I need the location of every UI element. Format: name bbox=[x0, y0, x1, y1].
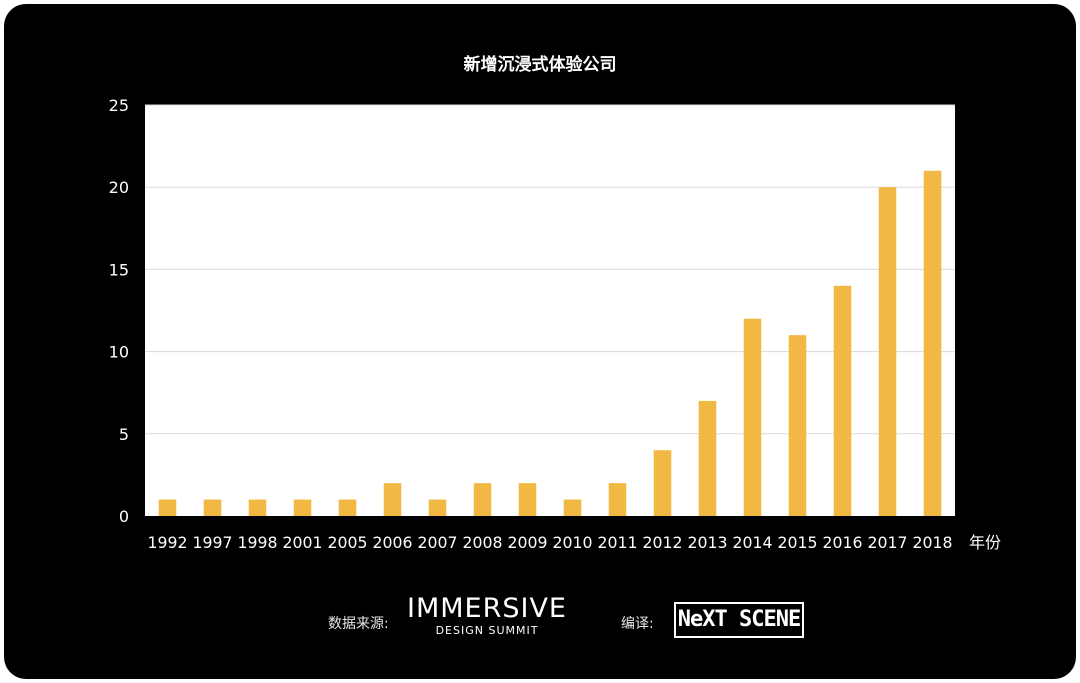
bar bbox=[878, 187, 897, 516]
chart-title: 新增沉浸式体验公司 bbox=[463, 55, 617, 75]
x-tick-label: 2005 bbox=[328, 533, 368, 552]
bar bbox=[833, 285, 852, 516]
x-tick-label: 2010 bbox=[553, 533, 593, 552]
bar-chart: 0 5 10 15 20 25 1992 1997 1998 2001 2005 2006 2007 20… bbox=[109, 96, 1001, 552]
bar bbox=[338, 499, 357, 516]
bar bbox=[473, 483, 492, 516]
x-tick-label: 2016 bbox=[823, 533, 863, 552]
y-tick-label: 15 bbox=[109, 260, 129, 279]
bar bbox=[563, 499, 582, 516]
immersive-logo-sub: DESIGN SUMMIT bbox=[435, 624, 539, 637]
x-tick-label: 1998 bbox=[238, 533, 278, 552]
next-scene-logo: NeXT SCENE bbox=[674, 602, 804, 638]
x-tick-label: 1992 bbox=[148, 533, 188, 552]
x-tick-label: 1997 bbox=[193, 533, 233, 552]
bar bbox=[203, 499, 222, 516]
chart-card: 新增沉浸式体验公司 0 5 10 15 20 25 1992 1997 1998 2001 2005… bbox=[4, 4, 1076, 679]
bar bbox=[383, 483, 402, 516]
x-tick-label: 2009 bbox=[508, 533, 548, 552]
y-tick-label: 0 bbox=[119, 507, 129, 526]
x-tick-label: 2012 bbox=[643, 533, 683, 552]
x-tick-label: 2008 bbox=[463, 533, 503, 552]
bar bbox=[158, 499, 177, 516]
bar bbox=[248, 499, 267, 516]
x-tick-label: 2006 bbox=[373, 533, 413, 552]
bar bbox=[653, 450, 672, 516]
bar bbox=[608, 483, 627, 516]
bar bbox=[788, 335, 807, 516]
source-label: 数据来源: bbox=[328, 616, 389, 632]
x-axis-label: 年份 bbox=[969, 533, 1001, 552]
bar bbox=[698, 400, 717, 516]
immersive-logo-main: IMMERSIVE bbox=[406, 593, 567, 624]
x-tick-label: 2015 bbox=[778, 533, 818, 552]
x-tick-label: 2001 bbox=[283, 533, 323, 552]
x-tick-label: 2014 bbox=[733, 533, 773, 552]
bar bbox=[428, 499, 447, 516]
plot-area bbox=[145, 105, 955, 516]
y-tick-label: 5 bbox=[119, 425, 129, 444]
bar bbox=[293, 499, 312, 516]
x-tick-label: 2011 bbox=[598, 533, 638, 552]
y-tick-label: 25 bbox=[109, 96, 129, 115]
x-tick-label: 2013 bbox=[688, 533, 728, 552]
x-tick-label: 2018 bbox=[913, 533, 953, 552]
bar bbox=[923, 170, 942, 516]
x-tick-label: 2007 bbox=[418, 533, 458, 552]
y-tick-label: 10 bbox=[109, 343, 129, 362]
x-tick-label: 2017 bbox=[868, 533, 908, 552]
bar bbox=[743, 318, 762, 516]
y-tick-label: 20 bbox=[109, 178, 129, 197]
bar bbox=[518, 483, 537, 516]
translate-label: 编译: bbox=[621, 616, 654, 632]
immersive-design-summit-logo: IMMERSIVE DESIGN SUMMIT bbox=[406, 594, 568, 644]
